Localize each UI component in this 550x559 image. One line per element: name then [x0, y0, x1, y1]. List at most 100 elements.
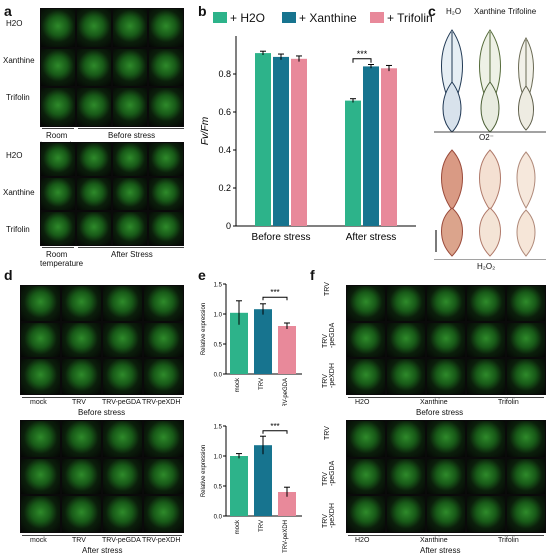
plant-photo — [144, 458, 183, 495]
x-tick-label: TRV-peXDH — [283, 520, 289, 553]
legend-swatch-trifolin — [370, 12, 384, 23]
chart-e-pegda: 0.0 0.5 1.0 1.5 Relative expression mock TRV TR… — [201, 283, 302, 406]
plant-photo — [149, 48, 183, 87]
panel-a-after-row-label-trifolin: Trifolin — [6, 225, 30, 234]
plant-photo — [467, 421, 505, 457]
plant-photo — [149, 177, 183, 211]
leaf-h2o2-row2 — [441, 207, 536, 257]
panel-c-h2o2-label: H₂O₂ — [477, 262, 496, 271]
y-tick-label: 1.5 — [214, 425, 223, 431]
panel-a-after-room-divider — [42, 247, 74, 248]
x-tick-label: TRV-peGDA — [283, 378, 289, 406]
plant-photo — [467, 359, 505, 394]
plant-photo — [62, 421, 101, 457]
plant-photo — [62, 496, 101, 532]
y-tick-label: 0 — [226, 221, 231, 231]
y-tick-label: 0.2 — [218, 183, 231, 193]
plant-photo — [21, 496, 60, 532]
panel-c-col-xanthine: Xanthine — [474, 7, 506, 16]
panel-a-before-label: Before stress — [108, 131, 156, 140]
panel-f-before-photo-grid — [346, 285, 546, 395]
legend-swatch-h2o — [213, 12, 227, 23]
panel-d-before-label: Before stress — [78, 408, 126, 417]
panel-f-row-trv-pegda: TRV -peGDA — [322, 322, 336, 348]
panel-c-col-h2o: H₂O — [446, 7, 462, 16]
panel-a-after-room-label-2: temperature — [40, 259, 84, 268]
panel-a-after-label: After Stress — [111, 250, 153, 259]
bar — [254, 445, 272, 516]
legend-swatch-xanthine — [282, 12, 296, 23]
panel-d-after-col-trv-pexdh: TRV-peXDH — [142, 537, 181, 544]
plant-photo — [144, 496, 183, 532]
chart-e-pexdh: 0.0 0.5 1.0 1.5 Relative expression mock TRV TR… — [201, 422, 302, 553]
plant-photo — [41, 212, 75, 245]
bar — [381, 68, 397, 226]
panel-a-row-label-h2o: H2O — [6, 19, 23, 28]
panel-a-before-divider — [78, 128, 184, 129]
panel-f-row-trv: TRV — [324, 282, 331, 296]
panel-d-col-trv-pexdh: TRV-peXDH — [142, 399, 181, 406]
plant-photo — [113, 9, 147, 47]
y-axis-label: Relative expression — [201, 445, 207, 497]
plant-photo — [144, 421, 183, 457]
panel-f-after-col-xanthine: Xanthine — [420, 537, 448, 544]
panel-f-before-divider — [348, 397, 544, 398]
plant-photo — [427, 458, 465, 495]
chart-b-fvfm: 0 0.2 0.4 0.6 0.8 Fv/Fm Before stress After str… — [200, 36, 416, 243]
panel-f-after-col-trifolin: Trifolin — [498, 537, 519, 544]
significance-label: *** — [270, 288, 279, 297]
panel-f-col-h2o: H2O — [355, 399, 370, 406]
plant-photo — [149, 212, 183, 245]
panel-a-after-divider — [78, 247, 184, 248]
x-tick-label: Before stress — [252, 232, 311, 243]
plant-photo — [387, 496, 425, 532]
plant-photo — [507, 496, 545, 532]
plant-photo — [149, 9, 183, 47]
legend-label-xanthine: + Xanthine — [299, 11, 357, 25]
y-tick-label: 0.6 — [218, 107, 231, 117]
significance-bracket — [262, 296, 288, 301]
leaf-o2-row2 — [442, 81, 534, 133]
plant-photo — [21, 421, 60, 457]
panel-d-after-col-trv-pegda: TRV-peGDA — [102, 537, 141, 544]
panel-a-letter: a — [4, 3, 12, 19]
panel-f-letter: f — [310, 267, 315, 283]
x-tick-label: mock — [235, 377, 241, 392]
bar — [278, 492, 296, 516]
plant-photo — [507, 286, 545, 321]
plant-photo — [507, 458, 545, 495]
plant-photo — [77, 48, 111, 87]
plant-photo — [103, 458, 142, 495]
legend-label-trifolin: + Trifolin — [387, 11, 433, 25]
panel-c-letter: c — [428, 3, 436, 19]
plant-photo — [347, 286, 385, 321]
panel-a-after-row-label-h2o: H2O — [6, 151, 23, 160]
plant-photo — [62, 286, 101, 321]
bar — [254, 309, 272, 374]
panel-d-col-trv-pegda: TRV-peGDA — [102, 399, 141, 406]
panel-a-after-room-label-1: Room — [46, 250, 68, 259]
significance-bracket — [352, 58, 372, 63]
y-tick-label: 0.0 — [214, 373, 223, 379]
plant-photo — [387, 458, 425, 495]
plant-photo — [387, 322, 425, 358]
significance-label: *** — [270, 422, 279, 431]
bar — [278, 326, 296, 374]
plant-photo — [149, 88, 183, 126]
plant-photo — [41, 177, 75, 211]
y-tick-label: 1.0 — [214, 455, 223, 461]
panel-c-o2-label: O2⁻ — [479, 133, 494, 142]
plant-photo — [113, 177, 147, 211]
y-tick-label: 0.5 — [214, 485, 223, 491]
plant-photo — [103, 359, 142, 394]
y-tick-label: 0.0 — [214, 515, 223, 521]
y-tick-label: 0.4 — [218, 145, 231, 155]
plant-photo — [507, 421, 545, 457]
plant-photo — [427, 286, 465, 321]
plant-photo — [21, 322, 60, 358]
panel-c-leaf-stains — [434, 29, 546, 260]
plant-photo — [113, 143, 147, 176]
plant-photo — [144, 359, 183, 394]
significance-bracket — [262, 430, 288, 434]
